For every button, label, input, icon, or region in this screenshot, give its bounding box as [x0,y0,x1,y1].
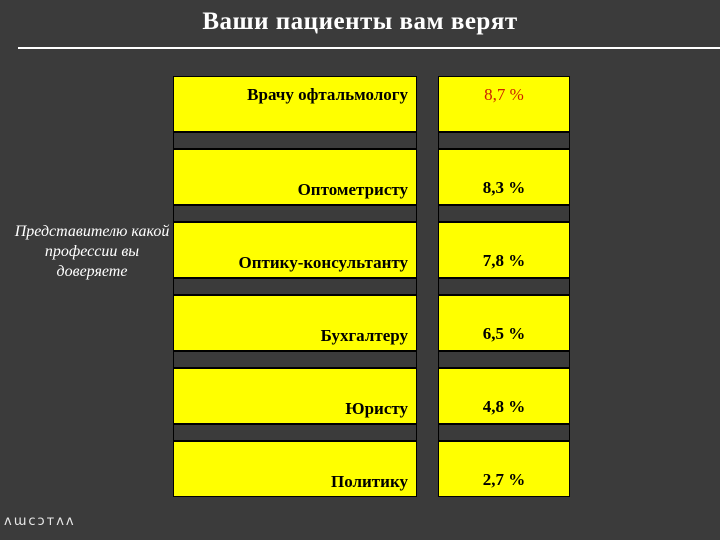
spacer-cell [438,424,570,441]
company-logo: ʌɯcɔᴛʌʌ [4,514,76,529]
percentage-cell: 7,8 % [438,222,570,278]
slide-title: Ваши пациенты вам верят [202,8,518,35]
profession-cell: Бухгалтеру [173,295,417,351]
percentage-cell: 8,7 % [438,76,570,132]
percentage-cell: 8,3 % [438,149,570,205]
profession-cell: Врачу офтальмологу [173,76,417,132]
spacer-cell [173,424,417,441]
profession-cell: Политику [173,441,417,497]
spacer-cell [173,132,417,149]
profession-cell: Юристу [173,368,417,424]
percentage-cell: 4,8 % [438,368,570,424]
spacer-cell [438,351,570,368]
profession-cell: Оптометристу [173,149,417,205]
percentage-cell: 6,5 % [438,295,570,351]
spacer-cell [173,351,417,368]
question-text: Представителю какой профессии вы доверяе… [14,223,170,280]
spacer-cell [438,278,570,295]
spacer-cell [173,205,417,222]
percentage-cell: 2,7 % [438,441,570,497]
spacer-cell [173,278,417,295]
spacer-cell [438,132,570,149]
profession-cell: Оптику-консультанту [173,222,417,278]
title-underline [18,47,720,49]
spacer-cell [438,205,570,222]
